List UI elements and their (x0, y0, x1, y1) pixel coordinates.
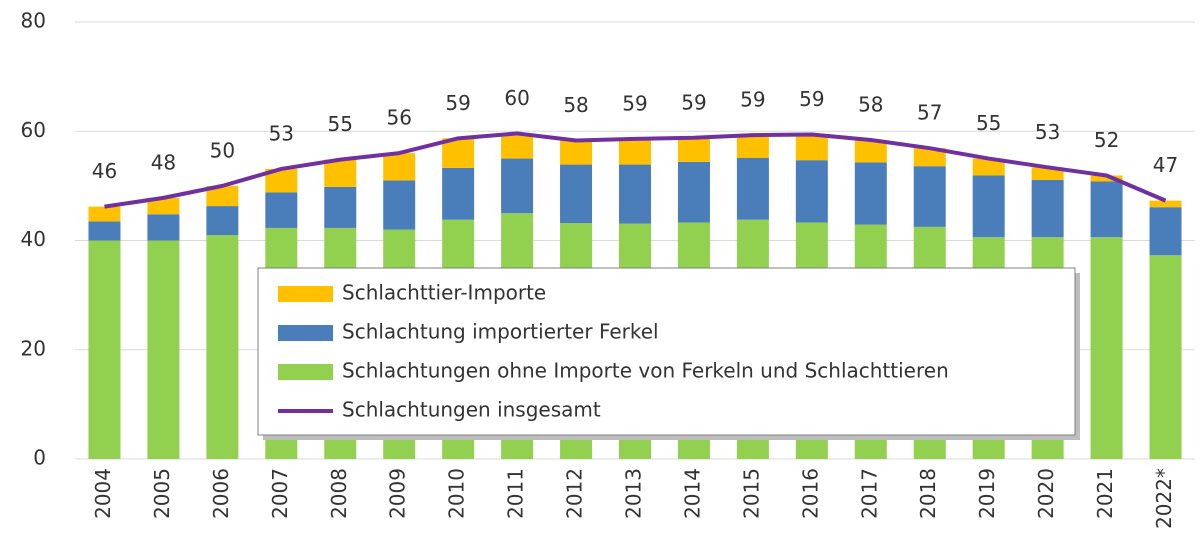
data-label: 59 (622, 91, 647, 115)
x-tick-label: 2015 (739, 468, 763, 519)
legend-swatch (278, 286, 333, 302)
bar-segment (383, 153, 416, 181)
bar-segment (677, 137, 710, 162)
legend-swatch (278, 364, 333, 380)
data-label: 46 (92, 159, 117, 183)
legend-label: Schlachtungen insgesamt (342, 398, 601, 422)
x-tick-label: 2007 (268, 468, 292, 519)
bar-segment (147, 214, 180, 241)
y-tick-label: 20 (21, 336, 46, 360)
bar-segment (88, 221, 121, 241)
x-tick-label: 2016 (798, 468, 822, 519)
bar-segment (795, 160, 828, 223)
bar-segment (501, 133, 534, 159)
bar-segment (206, 185, 239, 207)
data-label: 60 (504, 86, 529, 110)
x-tick-label: 2006 (209, 468, 233, 519)
legend-label: Schlachttier-Importe (342, 281, 546, 305)
data-label: 50 (210, 138, 235, 162)
bar-segment (1149, 200, 1182, 208)
data-label: 53 (269, 121, 294, 145)
bar-segment (383, 180, 416, 230)
x-tick-label: 2018 (916, 468, 940, 519)
y-tick-label: 80 (21, 9, 46, 33)
y-tick-label: 0 (33, 446, 46, 470)
bar-segment (972, 175, 1005, 238)
bar-segment (1149, 255, 1182, 459)
data-label: 58 (563, 93, 588, 117)
data-label: 57 (917, 101, 942, 125)
data-label: 55 (976, 111, 1001, 135)
bar-segment (1149, 207, 1182, 256)
bar-segment (619, 164, 651, 224)
bar-segment (1031, 179, 1064, 238)
bar-segment (913, 166, 946, 227)
x-tick-label: 2004 (91, 468, 115, 519)
bar-segment (147, 240, 180, 459)
y-tick-label: 60 (21, 118, 46, 142)
x-tick-label: 2012 (563, 468, 587, 519)
data-label: 48 (151, 150, 176, 174)
bar-segment (736, 158, 769, 220)
bar-segment (1090, 175, 1123, 182)
bar-segment (854, 139, 887, 163)
x-tick-label: 2009 (386, 468, 410, 519)
data-label: 47 (1153, 153, 1178, 177)
bar-segment (1031, 167, 1064, 180)
legend (257, 267, 1076, 436)
x-tick-label: 2010 (445, 468, 469, 519)
bar-segment (560, 164, 593, 224)
x-tick-label: 2008 (327, 468, 351, 519)
data-label: 58 (858, 92, 883, 116)
bar-segment (1090, 181, 1123, 238)
bar-segment (442, 138, 475, 168)
x-tick-label: 2020 (1034, 468, 1058, 519)
bar-segment (88, 206, 121, 222)
data-label: 52 (1094, 128, 1119, 152)
bar-segment (265, 168, 298, 193)
x-tick-label: 2017 (857, 468, 881, 519)
bar-segment (206, 206, 239, 236)
legend-swatch (278, 325, 333, 341)
x-tick-label: 2013 (622, 468, 646, 519)
y-tick-label: 40 (21, 227, 46, 251)
data-label: 59 (445, 91, 470, 115)
bar-segment (324, 159, 357, 187)
bar-segment (265, 192, 298, 228)
bar-segment (854, 162, 887, 225)
bar-segment (560, 140, 593, 165)
x-tick-label: 2019 (975, 468, 999, 519)
bar-segment (736, 135, 769, 159)
bar-segment (442, 167, 475, 220)
x-tick-label: 2021 (1093, 468, 1117, 519)
x-tick-label: 2014 (680, 468, 704, 519)
bar-segment (972, 158, 1005, 176)
bar-segment (88, 240, 121, 459)
bar-segment (677, 161, 710, 223)
legend-label: Schlachtung importierter Ferkel (342, 320, 659, 344)
bar-segment (147, 197, 180, 215)
bar-segment (324, 186, 357, 228)
legend-label: Schlachtungen ohne Importe von Ferkeln u… (342, 359, 949, 383)
x-tick-label: 2022* (1152, 468, 1176, 529)
line (104, 131, 1167, 209)
bar-segment (619, 138, 651, 165)
data-label: 53 (1035, 120, 1060, 144)
x-tick-label: 2011 (504, 468, 528, 519)
bar-segment (501, 158, 534, 214)
bar-segment (795, 134, 828, 161)
x-tick-label: 2005 (150, 468, 174, 519)
data-label: 56 (386, 106, 411, 130)
bar-segment (1090, 237, 1123, 459)
data-label: 55 (328, 112, 353, 136)
data-label: 59 (799, 87, 824, 111)
data-label: 59 (740, 88, 765, 112)
bar-segment (913, 148, 946, 167)
bar-segment (206, 235, 239, 459)
data-label: 59 (681, 90, 706, 114)
